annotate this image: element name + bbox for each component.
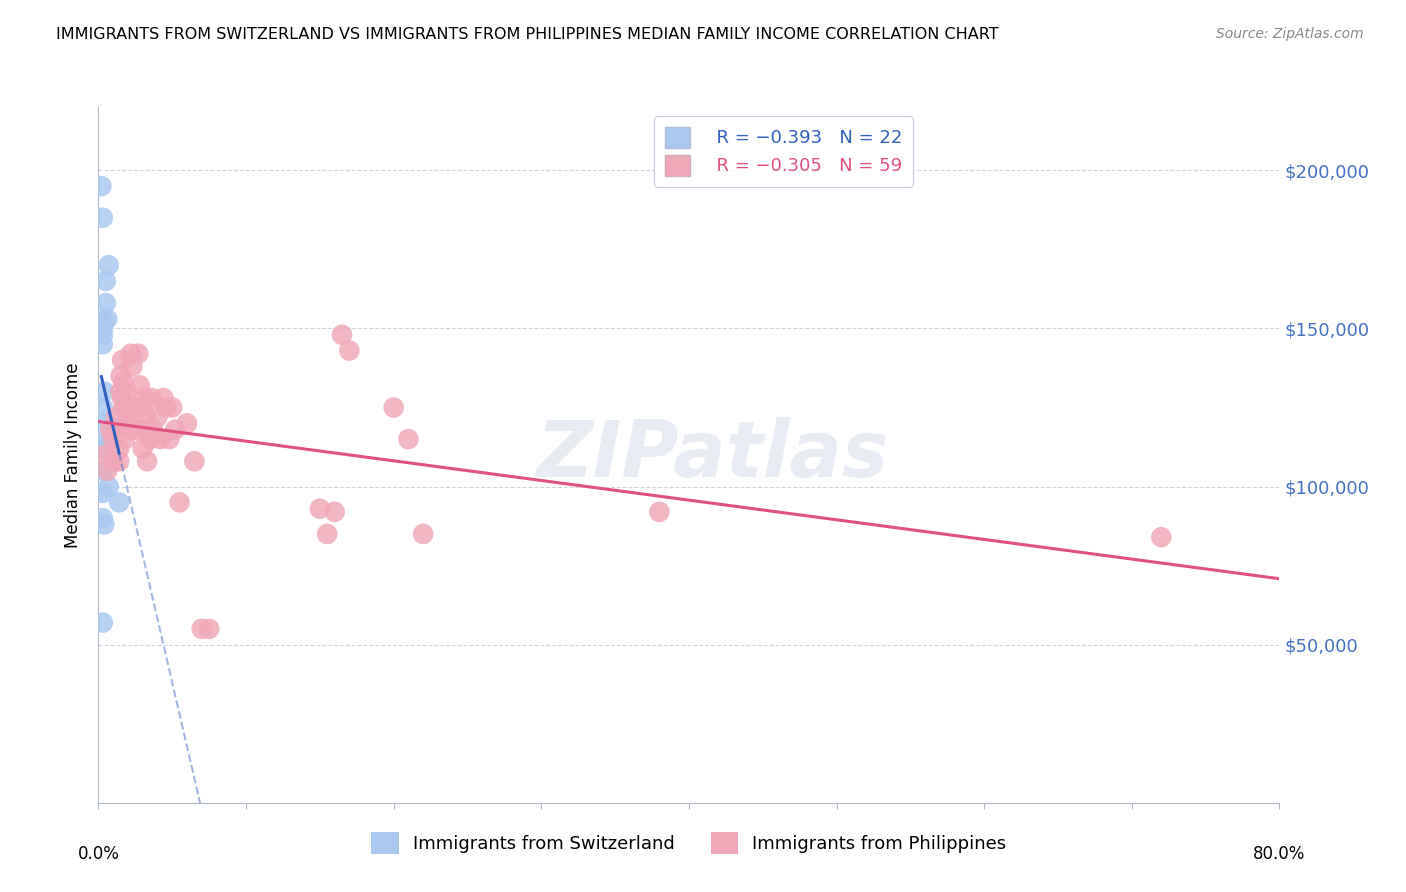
Point bbox=[91, 511, 114, 525]
Point bbox=[96, 312, 118, 326]
Point bbox=[111, 353, 134, 368]
Point bbox=[396, 432, 419, 446]
Point bbox=[141, 391, 163, 405]
Point bbox=[91, 211, 114, 225]
Point bbox=[169, 495, 191, 509]
Point bbox=[157, 432, 180, 446]
Point bbox=[111, 391, 134, 405]
Point bbox=[105, 409, 128, 424]
Point bbox=[91, 401, 114, 415]
Point bbox=[198, 622, 221, 636]
Point bbox=[93, 448, 115, 462]
Point bbox=[91, 337, 114, 351]
Point bbox=[1150, 530, 1173, 544]
Point bbox=[107, 423, 129, 437]
Point bbox=[120, 423, 142, 437]
Point bbox=[124, 401, 146, 415]
Legend: Immigrants from Switzerland, Immigrants from Philippines: Immigrants from Switzerland, Immigrants … bbox=[363, 823, 1015, 863]
Text: Source: ZipAtlas.com: Source: ZipAtlas.com bbox=[1216, 27, 1364, 41]
Point bbox=[91, 432, 114, 446]
Point bbox=[118, 417, 141, 431]
Point bbox=[93, 384, 115, 399]
Point bbox=[146, 409, 169, 424]
Point bbox=[132, 442, 155, 456]
Point bbox=[339, 343, 360, 358]
Point bbox=[648, 505, 671, 519]
Point bbox=[93, 315, 115, 329]
Point bbox=[139, 432, 162, 446]
Text: 80.0%: 80.0% bbox=[1253, 845, 1306, 863]
Point bbox=[128, 378, 150, 392]
Point bbox=[96, 417, 118, 431]
Point bbox=[382, 401, 405, 415]
Point bbox=[93, 442, 115, 456]
Text: 0.0%: 0.0% bbox=[77, 845, 120, 863]
Point bbox=[110, 368, 132, 383]
Point bbox=[117, 401, 139, 415]
Point bbox=[91, 615, 114, 630]
Point bbox=[120, 347, 142, 361]
Point bbox=[135, 409, 157, 424]
Point bbox=[110, 384, 132, 399]
Point bbox=[316, 527, 339, 541]
Text: IMMIGRANTS FROM SWITZERLAND VS IMMIGRANTS FROM PHILIPPINES MEDIAN FAMILY INCOME : IMMIGRANTS FROM SWITZERLAND VS IMMIGRANT… bbox=[56, 27, 998, 42]
Point bbox=[309, 501, 332, 516]
Point bbox=[134, 391, 156, 405]
Point bbox=[132, 423, 155, 437]
Point bbox=[97, 479, 120, 493]
Point bbox=[112, 375, 135, 389]
Point bbox=[108, 495, 131, 509]
Point bbox=[94, 274, 117, 288]
Point bbox=[142, 423, 165, 437]
Point bbox=[323, 505, 346, 519]
Point bbox=[103, 432, 125, 446]
Point bbox=[183, 454, 205, 468]
Point bbox=[108, 454, 131, 468]
Point bbox=[412, 527, 434, 541]
Point bbox=[330, 327, 353, 342]
Point bbox=[125, 423, 148, 437]
Point bbox=[129, 401, 152, 415]
Point bbox=[191, 622, 214, 636]
Point bbox=[121, 359, 143, 374]
Point bbox=[97, 258, 120, 272]
Point bbox=[112, 401, 135, 415]
Point bbox=[90, 179, 112, 194]
Point bbox=[152, 391, 174, 405]
Point bbox=[91, 321, 114, 335]
Point bbox=[115, 384, 138, 399]
Text: ZIPatlas: ZIPatlas bbox=[537, 417, 889, 493]
Point bbox=[149, 432, 172, 446]
Point bbox=[138, 423, 160, 437]
Point bbox=[94, 296, 117, 310]
Point bbox=[98, 423, 121, 437]
Point bbox=[176, 417, 198, 431]
Point bbox=[96, 464, 118, 478]
Point bbox=[91, 464, 114, 478]
Point bbox=[136, 454, 159, 468]
Point bbox=[91, 327, 114, 342]
Point bbox=[127, 347, 149, 361]
Point bbox=[108, 442, 131, 456]
Point bbox=[155, 401, 177, 415]
Point bbox=[165, 423, 187, 437]
Point bbox=[114, 417, 136, 431]
Point bbox=[103, 454, 125, 468]
Point bbox=[93, 517, 115, 532]
Point bbox=[114, 432, 136, 446]
Point bbox=[162, 401, 183, 415]
Y-axis label: Median Family Income: Median Family Income bbox=[65, 362, 83, 548]
Point bbox=[91, 486, 114, 500]
